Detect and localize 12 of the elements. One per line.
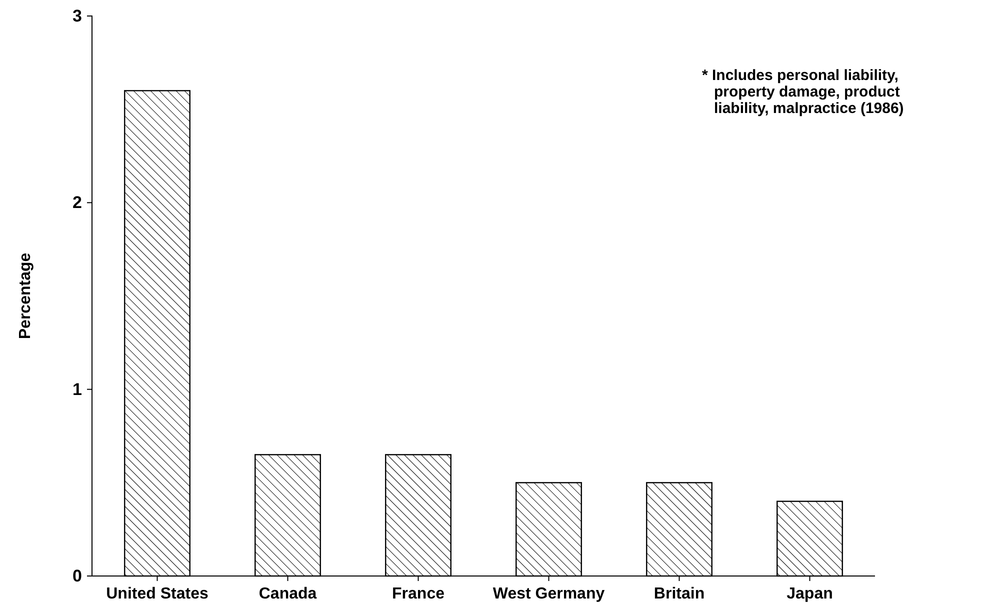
annotation: * Includes personal liability, property damage, product liability, malpractice (1986)	[702, 67, 904, 117]
y-axis-title: Percentage	[17, 252, 34, 340]
x-tick-label: West Germany	[492, 585, 605, 602]
x-tick-label: Canada	[258, 585, 317, 602]
x-tick-label: Britain	[654, 585, 705, 602]
y-tick-label: 3	[72, 6, 82, 26]
x-tick-label: United States	[106, 585, 208, 602]
x-tick-label: Japan	[786, 585, 833, 602]
x-tick-label: France	[392, 585, 445, 602]
y-tick-label: 2	[72, 193, 82, 212]
y-tick-label: 0	[72, 566, 82, 586]
y-tick-label: 1	[72, 380, 82, 399]
